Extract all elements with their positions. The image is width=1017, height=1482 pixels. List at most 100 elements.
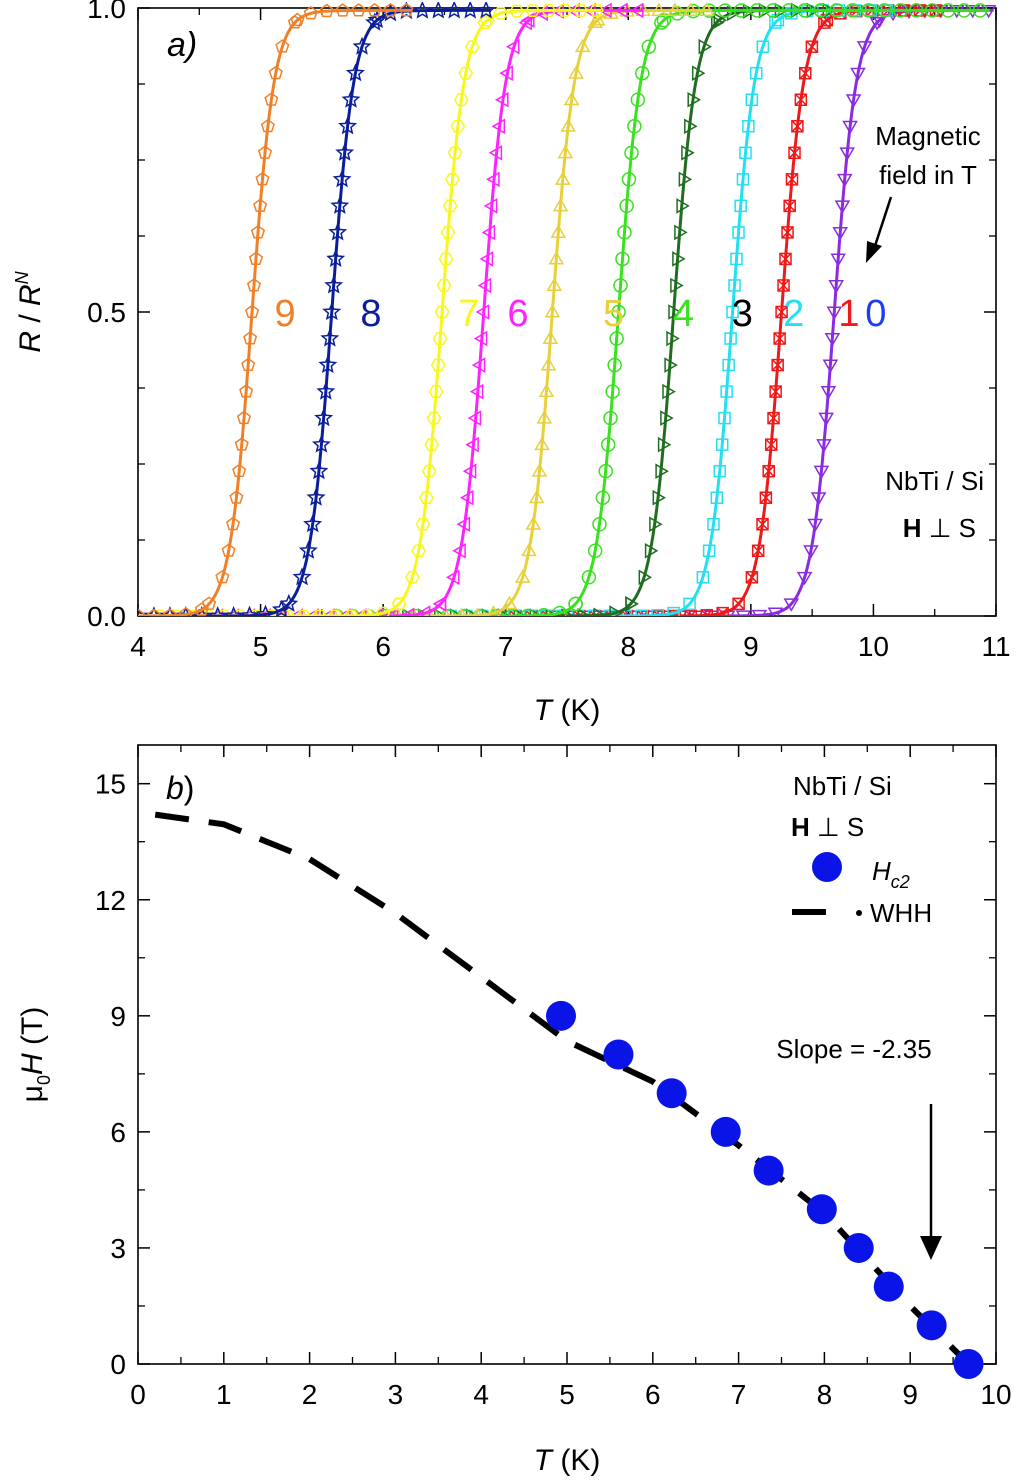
series-5T-point (540, 357, 557, 371)
series-8T-point (224, 605, 244, 616)
field-label-0T: 0 (865, 293, 886, 335)
panel-a-label: a) (167, 26, 197, 64)
series-1T-point (756, 517, 769, 531)
series-1T-point (767, 411, 780, 425)
series-0T-point (816, 439, 832, 453)
series-7T-point (415, 517, 431, 531)
series-1T-point (745, 571, 759, 584)
hc2-point (710, 1116, 741, 1147)
series-8T-point (460, 2, 480, 19)
series-8T-point (412, 2, 432, 19)
series-7T-point (421, 464, 437, 478)
legend-hc2-main: H (872, 856, 891, 886)
series-8T-point (338, 116, 358, 135)
series-4T-point (504, 608, 520, 616)
panel-b-x-tick-label: 4 (473, 1379, 489, 1410)
panel-a-geometry-label: H ⊥ S (903, 513, 976, 543)
series-2T-point (635, 609, 649, 616)
series-5T-point (441, 607, 451, 616)
series-5T-point (536, 410, 553, 424)
series-4T-point (956, 3, 972, 18)
series-4T-point (654, 15, 669, 30)
series-9T-point (241, 357, 256, 372)
series-7T-point (445, 172, 460, 186)
series-1T-point-cross (759, 491, 772, 504)
series-0T-point (796, 571, 813, 586)
series-1T-point-cross (765, 438, 778, 451)
series-8T-point (322, 302, 342, 321)
series-6T-point (491, 118, 506, 135)
panel-a-x-tick-label: 7 (498, 631, 514, 662)
series-9T-point (250, 224, 266, 239)
series-5T-point (534, 436, 550, 451)
series-4T-point (609, 331, 624, 346)
series-5T-point (521, 542, 537, 557)
legend-whh-label: WHH (870, 898, 932, 928)
series-8T-point (309, 461, 329, 480)
series-3T-point (668, 304, 682, 320)
series-3T-point (434, 608, 448, 616)
series-4T-point (592, 516, 607, 532)
series-4T-point (813, 3, 828, 18)
series-7T-point (184, 609, 200, 616)
panel-a-y-tick-label: 0.0 (87, 601, 126, 632)
series-0T-point (807, 518, 824, 533)
series-1T-point-cross (788, 146, 801, 159)
series-6T-point (520, 12, 535, 28)
series-3T-point (672, 251, 686, 267)
series-0T-point (856, 41, 873, 55)
panel-b-label-paren: ) (184, 770, 195, 806)
series-9T-point (162, 608, 177, 616)
hc2-point (603, 1039, 634, 1070)
series-9T-point (221, 543, 236, 557)
legend-hc2-sub: c2 (891, 872, 910, 892)
panel-b-x-tick-label: 8 (817, 1379, 833, 1410)
series-2T-point (732, 226, 745, 239)
series-1T-point-cross (805, 40, 818, 53)
series-8T-point (352, 36, 372, 55)
panel-b-x-var: T (534, 1444, 555, 1477)
series-2T-point (651, 609, 664, 616)
series-9T-point (260, 118, 275, 133)
series-2T-point (745, 93, 759, 107)
series-3T-point (545, 608, 560, 616)
series-7T-point (405, 570, 420, 584)
series-1T-point-cross (762, 465, 775, 478)
series-7T-point (375, 606, 391, 616)
series-2T-point (728, 279, 741, 292)
series-9T-point (383, 2, 398, 17)
series-2T-point (720, 385, 733, 398)
series-4T-point (587, 543, 603, 559)
series-1T-point (762, 464, 775, 478)
series-7T-point (465, 40, 480, 54)
series-1T-point (788, 146, 801, 160)
series-6T-point (416, 605, 431, 616)
series-6T-point (486, 171, 500, 188)
series-4T-point (797, 3, 813, 18)
series-4T-point (909, 3, 924, 18)
series-9T-point (351, 3, 366, 17)
series-4T-point (627, 119, 642, 134)
series-3T-point (666, 330, 680, 347)
series-4T-point (877, 3, 892, 18)
panel-b-x-tick-label: 10 (980, 1379, 1011, 1410)
panel-b-x-tick-label: 7 (731, 1379, 747, 1410)
series-6T-point (225, 608, 240, 616)
series-4T-point (552, 605, 567, 616)
series-6T-point (241, 608, 256, 616)
series-4T-point (600, 437, 616, 452)
series-1T-point-cross (773, 332, 786, 345)
series-5T-point (525, 516, 542, 530)
series-6T-point (273, 608, 287, 616)
series-7T-point (411, 544, 427, 558)
series-5T-point (514, 569, 531, 583)
series-1T-point (791, 120, 804, 133)
series-0T-point (810, 492, 827, 506)
series-3T-point (449, 608, 464, 616)
series-6T-point (452, 543, 466, 559)
hc2-point (545, 1000, 576, 1031)
series-0T-point (850, 67, 866, 82)
series-8T-point (316, 381, 336, 400)
panel-a-x-tick-label: 6 (375, 631, 391, 662)
series-4T-curve (336, 8, 990, 616)
